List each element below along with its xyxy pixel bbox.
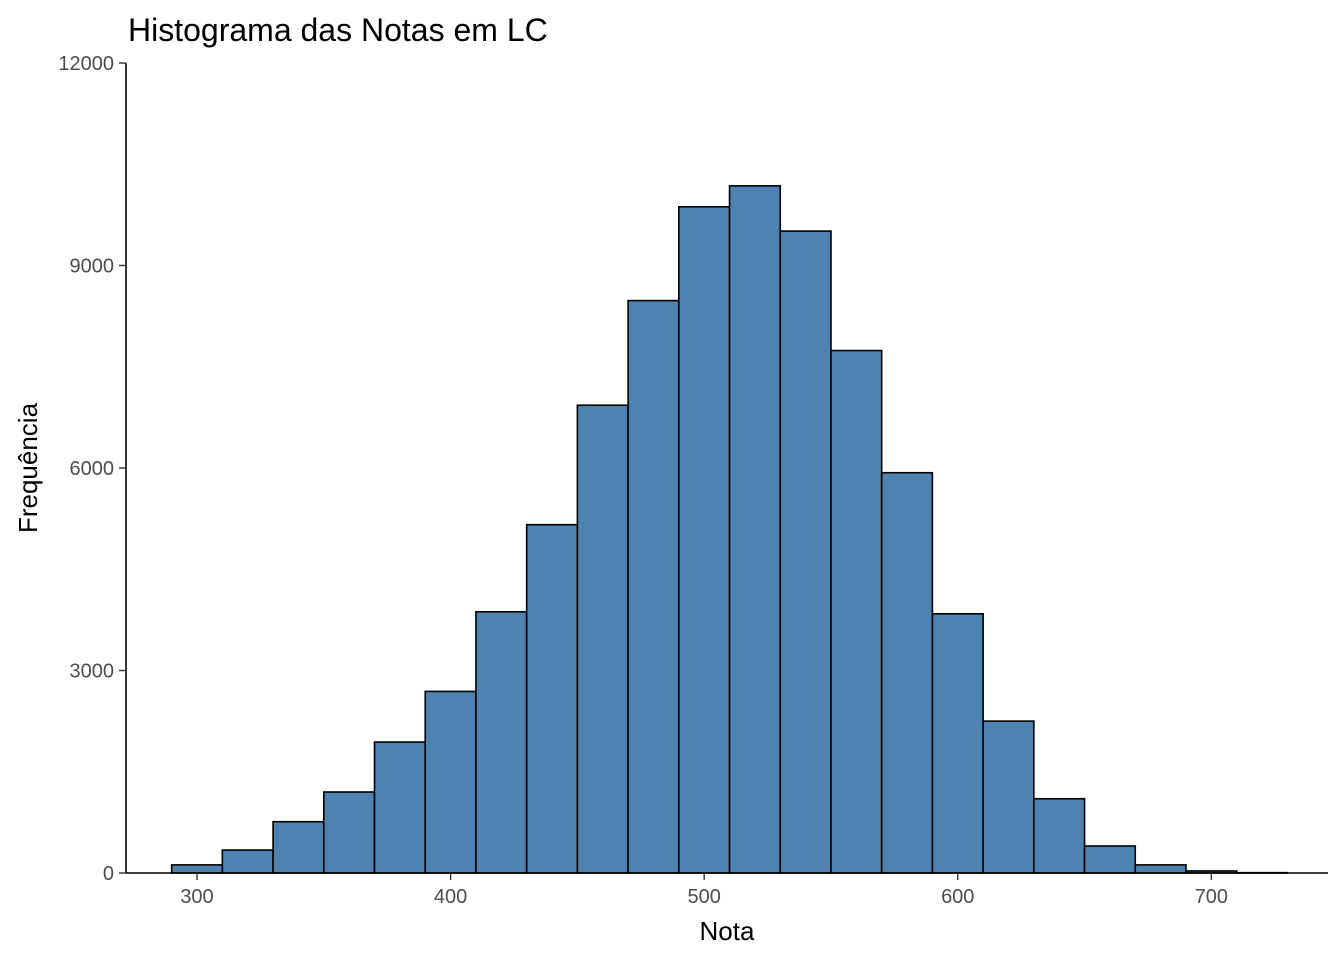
x-tick-label-600: 600 bbox=[941, 886, 974, 908]
histogram-bar-430 bbox=[525, 523, 579, 874]
histogram-bar-390 bbox=[424, 690, 477, 874]
histogram-bar-550 bbox=[830, 349, 883, 874]
x-tick-label-500: 500 bbox=[687, 886, 720, 908]
histogram-bar-370 bbox=[373, 741, 427, 874]
histogram-bar-470 bbox=[627, 299, 680, 874]
y-tick-label-6000: 6000 bbox=[70, 458, 115, 480]
histogram-bar-670 bbox=[1134, 864, 1187, 874]
bars-group bbox=[170, 185, 1289, 874]
x-tick-label-300: 300 bbox=[180, 886, 213, 908]
histogram-bar-630 bbox=[1033, 797, 1086, 874]
histogram-bar-310 bbox=[221, 849, 274, 874]
y-tick-label-9000: 9000 bbox=[70, 256, 115, 278]
y-axis-title: Frequência bbox=[13, 402, 43, 533]
x-tick-label-400: 400 bbox=[434, 886, 467, 908]
histogram-bar-490 bbox=[678, 205, 731, 874]
y-tick-label-3000: 3000 bbox=[70, 661, 115, 683]
histogram-bar-530 bbox=[779, 230, 832, 874]
x-axis-title: Nota bbox=[700, 916, 755, 946]
histogram-bar-610 bbox=[982, 720, 1035, 874]
y-axis-ticks: 0 3000 6000 9000 12000 bbox=[58, 53, 126, 885]
histogram-bar-330 bbox=[272, 820, 325, 874]
histogram-bar-570 bbox=[880, 471, 934, 874]
chart-title: Histograma das Notas em LC bbox=[128, 12, 548, 48]
x-tick-label-700: 700 bbox=[1195, 886, 1228, 908]
x-axis-ticks: 300 400 500 600 700 bbox=[180, 873, 1228, 908]
histogram-bar-510 bbox=[728, 185, 782, 874]
histogram-bar-650 bbox=[1083, 845, 1137, 874]
histogram-bar-350 bbox=[322, 791, 376, 874]
histogram-bar-590 bbox=[931, 612, 984, 874]
y-tick-label-0: 0 bbox=[103, 863, 114, 885]
y-tick-label-12000: 12000 bbox=[58, 53, 114, 75]
histogram-bar-410 bbox=[475, 610, 528, 874]
histogram-bar-290 bbox=[170, 864, 224, 874]
histogram-bar-450 bbox=[576, 404, 629, 874]
